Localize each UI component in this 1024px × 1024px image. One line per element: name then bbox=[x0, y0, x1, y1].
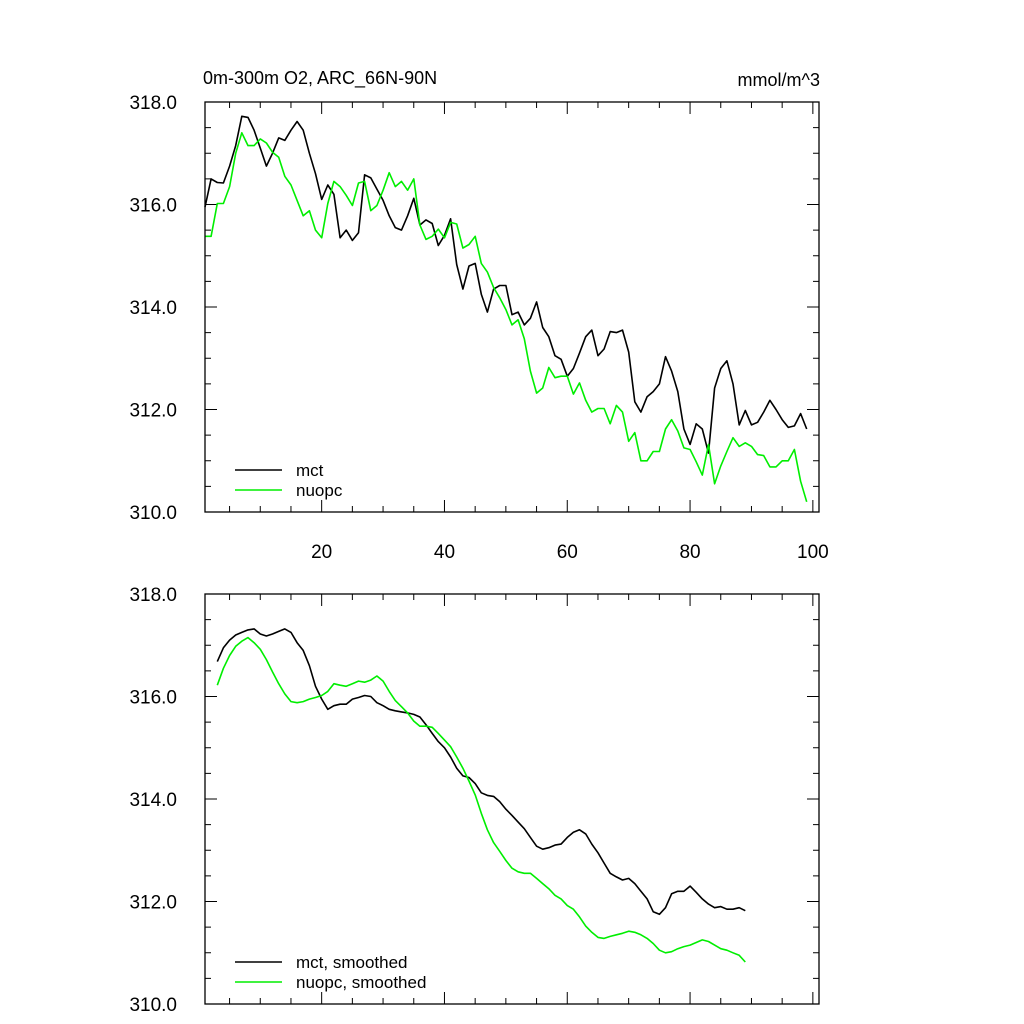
y-tick-label: 318.0 bbox=[129, 93, 177, 114]
legend-label-nuopc: nuopc bbox=[296, 481, 343, 500]
legend-label-mct-smoothed: mct, smoothed bbox=[296, 953, 408, 972]
legend-label-nuopc-smoothed: nuopc, smoothed bbox=[296, 973, 426, 992]
series-line-nuopc bbox=[205, 132, 808, 503]
top-plot-frame bbox=[204, 101, 820, 513]
x-tick-label: 20 bbox=[311, 542, 332, 563]
top-legend: mct nuopc bbox=[235, 461, 343, 500]
y-tick-label: 316.0 bbox=[129, 196, 177, 217]
bottom-panel: 310.0 312.0 314.0 316.0 318.0 mct, smoothed … bbox=[129, 585, 820, 1016]
top-panel: 0m-300m O2, ARC_66N-90N mmol/m^3 310.031… bbox=[129, 68, 828, 563]
y-tick-label: 316.0 bbox=[129, 688, 177, 709]
y-tick-label: 312.0 bbox=[129, 401, 177, 422]
top-x-ticks: 20 40 60 80 100 bbox=[229, 102, 829, 563]
x-tick-label: 60 bbox=[557, 542, 578, 563]
y-tick-label: 314.0 bbox=[129, 298, 177, 319]
series-line-mct-smoothed bbox=[216, 628, 746, 916]
y-tick-label: 318.0 bbox=[129, 585, 177, 606]
bottom-plot-frame bbox=[204, 593, 820, 1005]
y-tick-label: 310.0 bbox=[129, 995, 177, 1016]
bottom-x-ticks bbox=[229, 594, 814, 1004]
x-tick-label: 80 bbox=[679, 542, 700, 563]
x-tick-label: 40 bbox=[434, 542, 455, 563]
y-tick-label: 310.0 bbox=[129, 503, 177, 524]
y-tick-label: 314.0 bbox=[129, 790, 177, 811]
y-tick-label: 312.0 bbox=[129, 893, 177, 914]
bottom-series bbox=[216, 628, 746, 963]
top-series bbox=[204, 115, 808, 503]
top-panel-units: mmol/m^3 bbox=[738, 70, 820, 90]
bottom-y-ticks: 310.0 312.0 314.0 316.0 318.0 bbox=[129, 585, 819, 1016]
x-tick-label: 100 bbox=[797, 542, 829, 563]
top-panel-title: 0m-300m O2, ARC_66N-90N bbox=[203, 68, 437, 89]
top-y-ticks: 310.0 312.0 314.0 316.0 318.0 bbox=[129, 93, 819, 524]
legend-label-mct: mct bbox=[296, 461, 324, 480]
bottom-legend: mct, smoothed nuopc, smoothed bbox=[235, 953, 426, 992]
series-line-nuopc-smoothed bbox=[216, 636, 746, 963]
series-line-mct bbox=[204, 115, 808, 454]
